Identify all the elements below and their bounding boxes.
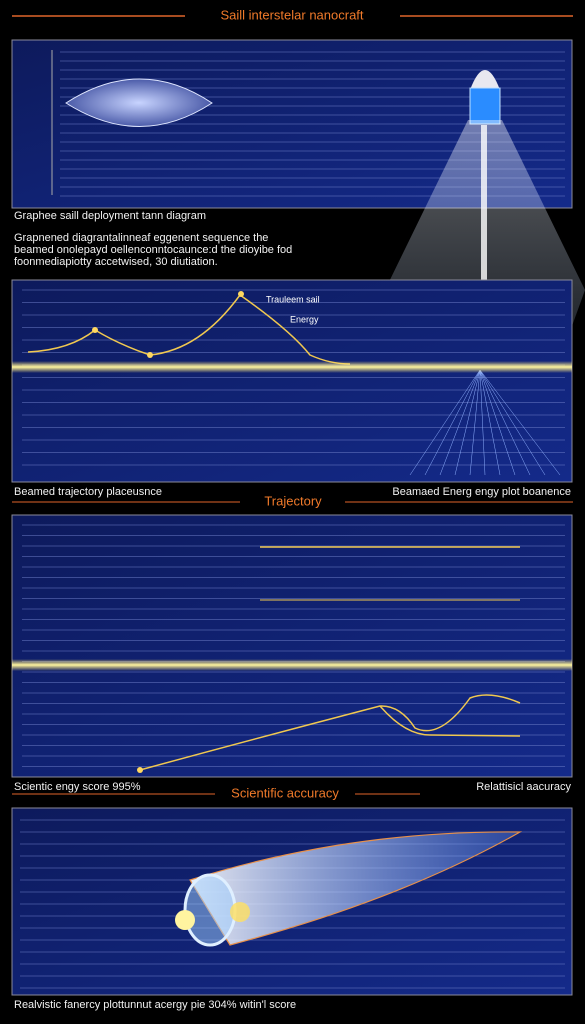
- engine-glow: [175, 910, 195, 930]
- row-center: Scientific accuracy: [231, 785, 339, 800]
- footer-caption: Realvistic fanercy plottunnut acergy pie…: [14, 999, 296, 1011]
- craft-nose: [470, 70, 500, 90]
- engine-glow: [230, 902, 250, 922]
- glow-line: [12, 361, 572, 373]
- description: beamed onolepayd oellenconntocaunce:d th…: [14, 244, 292, 256]
- grid: [22, 289, 565, 476]
- grid-line: [479, 369, 531, 476]
- curve-label: Trauleem sail: [266, 294, 320, 304]
- grid-line: [409, 369, 481, 476]
- craft-aperture: [183, 873, 237, 947]
- grid-line: [479, 369, 546, 476]
- row-right: Beamaed Energ engy plot boanence: [392, 486, 571, 498]
- row-left: Beamed trajectory placeusnce: [14, 486, 162, 498]
- grid: [22, 524, 565, 767]
- description: Grapnened diagrantalinneaf eggenent sequ…: [14, 232, 268, 244]
- grid-line: [479, 369, 516, 476]
- trajectory-curve: [379, 705, 521, 737]
- energy-panel: [11, 279, 573, 483]
- curve-point: [92, 327, 98, 333]
- grid-line: [479, 369, 561, 476]
- grid-line: [454, 369, 481, 476]
- trajectory-curve: [139, 694, 521, 771]
- caption: Graphee saill deployment tann diagram: [14, 210, 206, 222]
- row-center: Trajectory: [264, 493, 322, 508]
- title: Saill interstelar nanocraft: [220, 7, 363, 22]
- row-left: Scientic engy score 995%: [14, 781, 141, 793]
- craft-body: [469, 87, 501, 125]
- curve-point: [137, 767, 143, 773]
- glow-line: [12, 659, 572, 671]
- grid-line: [469, 369, 481, 476]
- trajectory-panel: [11, 514, 573, 778]
- curve-label: Energy: [290, 314, 319, 324]
- row-right: Relattisicl aacuracy: [476, 781, 571, 793]
- grid-line: [479, 369, 501, 476]
- grid-line: [479, 369, 486, 476]
- grid-line: [424, 369, 481, 476]
- curve-point: [238, 291, 244, 297]
- energy-curve: [27, 293, 351, 365]
- curve-point: [147, 352, 153, 358]
- description: foonmediapiotty accetwised, 30 diutiatio…: [14, 256, 218, 268]
- grid-line: [439, 369, 481, 476]
- sail: [65, 78, 213, 127]
- craft-hull: [189, 831, 523, 946]
